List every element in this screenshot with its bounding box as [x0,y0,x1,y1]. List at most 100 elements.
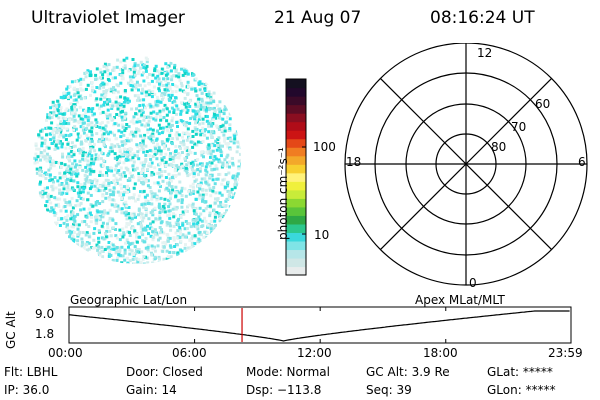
image-pixel [199,233,203,237]
image-pixel [78,188,82,192]
image-pixel [105,229,109,233]
image-pixel [113,245,117,249]
image-pixel [219,201,223,204]
image-pixel [39,151,43,154]
image-pixel [101,194,105,198]
image-pixel [150,251,153,255]
image-pixel [151,90,155,93]
image-pixel [237,167,241,171]
orbit-x-tick-label-2359: 23:59 [548,346,583,360]
image-pixel [146,75,149,79]
image-pixel [216,197,220,201]
image-pixel [85,243,89,247]
image-pixel [132,196,135,200]
image-pixel [128,75,132,79]
image-pixel [44,191,48,195]
image-pixel [222,133,226,137]
image-pixel [84,153,88,157]
image-pixel [202,155,205,159]
image-pixel [46,194,50,198]
image-pixel [84,114,88,118]
image-pixel [118,177,122,181]
image-pixel [127,223,130,227]
image-pixel [196,158,200,161]
colorbar-step [286,172,306,182]
image-pixel [195,178,199,182]
image-pixel [48,132,52,136]
image-pixel [62,184,66,188]
image-pixel [202,103,206,106]
image-pixel [219,116,223,120]
image-pixel [84,170,88,174]
image-pixel [76,239,80,243]
image-pixel [206,104,210,108]
image-pixel [197,231,201,235]
image-pixel [217,215,221,219]
image-pixel [161,209,165,213]
image-pixel [127,206,131,209]
image-pixel [102,211,106,215]
image-pixel [121,71,125,75]
image-pixel [102,103,106,107]
image-pixel [123,89,127,92]
image-pixel [164,160,168,164]
image-pixel [54,144,58,148]
image-pixel [144,106,147,110]
image-pixel [180,189,184,193]
image-pixel [70,175,74,178]
image-pixel [108,72,112,76]
image-pixel [86,212,90,216]
image-pixel [117,246,121,250]
image-pixel [193,117,197,121]
image-pixel [88,211,92,215]
image-pixel [135,127,138,131]
image-pixel [194,128,198,132]
image-pixel [97,240,101,244]
image-pixel [117,253,121,257]
image-pixel [105,89,109,93]
image-pixel [149,127,152,131]
image-pixel [133,229,137,233]
image-pixel [193,179,197,183]
image-pixel [79,185,83,189]
image-pixel [68,188,72,192]
image-pixel [151,227,155,231]
image-pixel [213,182,217,186]
image-pixel [237,178,241,182]
image-pixel [154,103,158,107]
image-pixel [131,58,135,61]
image-pixel [217,158,221,162]
image-pixel [208,164,212,168]
status-gc-alt: GC Alt: 3.9 Re [366,365,450,379]
image-pixel [115,246,119,249]
orbit-x-tick-label-0600: 06:00 [172,346,207,360]
image-pixel [134,130,138,134]
image-pixel [49,163,53,167]
image-pixel [86,191,90,195]
status-seq: Seq: 39 [366,383,412,397]
image-pixel [184,166,188,170]
image-pixel [95,120,99,124]
image-pixel [81,154,85,158]
image-pixel [151,236,155,239]
image-pixel [168,182,171,186]
image-pixel [81,125,85,129]
image-pixel [63,112,67,116]
image-pixel [97,236,100,240]
image-pixel [157,205,161,209]
image-pixel [128,171,132,175]
image-pixel [228,123,232,127]
image-pixel [142,240,146,244]
image-pixel [170,93,174,97]
image-pixel [106,102,109,106]
image-pixel [101,255,105,259]
image-pixel [124,148,128,151]
image-pixel [189,191,193,195]
image-pixel [132,168,136,172]
image-pixel [72,179,76,183]
image-pixel [162,77,165,81]
image-pixel [140,113,144,117]
image-pixel [205,145,209,149]
image-pixel [221,144,224,148]
